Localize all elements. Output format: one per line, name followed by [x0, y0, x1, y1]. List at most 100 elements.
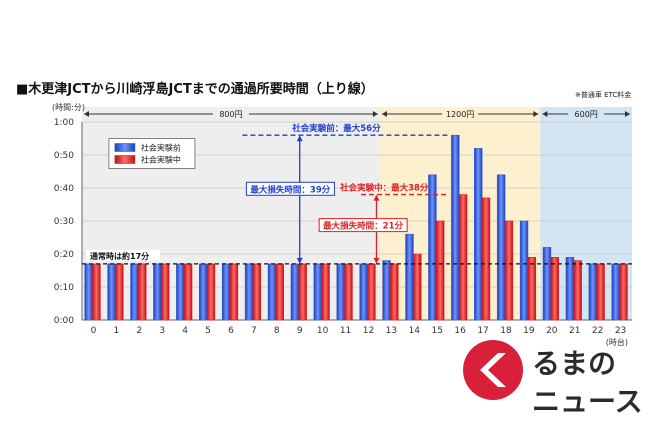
x-tick-label: 22: [592, 326, 603, 336]
bar-before-10: [313, 263, 323, 321]
x-tick-label: 2: [136, 326, 142, 336]
bar-before-7: [244, 263, 254, 321]
price-band-label: 800円: [219, 110, 242, 119]
bar-during-18: [504, 220, 514, 321]
kuruma-news-logo-icon: [463, 340, 523, 400]
x-tick-label: 12: [363, 326, 374, 336]
bar-during-8: [275, 263, 284, 321]
bar-before-17: [474, 148, 483, 321]
loss-before-arrow-head: [296, 257, 303, 264]
bar-before-22: [588, 263, 598, 321]
x-tick-label: 0: [91, 326, 97, 336]
x-tick-label: 20: [546, 326, 558, 336]
bar-during-3: [160, 263, 170, 321]
bar-before-5: [199, 263, 208, 321]
bar-before-11: [336, 263, 345, 321]
y-tick-label: 0:20: [54, 250, 74, 260]
x-tick-label: 9: [297, 326, 303, 336]
x-tick-label: 15: [431, 326, 442, 336]
x-tick-label: 5: [205, 326, 211, 336]
legend-label: 社会実験前: [141, 143, 181, 153]
loss-before-box: [245, 181, 335, 196]
bar-before-16: [451, 134, 460, 321]
x-tick-label: 1: [114, 326, 120, 336]
bar-during-6: [229, 263, 239, 321]
chart-title: ■木更津JCTから川崎浮島JCTまでの通過所要時間（上り線）: [16, 82, 374, 97]
bar-during-0: [92, 263, 101, 321]
loss-during-arrow-head: [373, 257, 380, 264]
x-tick-label: 13: [386, 326, 397, 336]
bar-before-8: [267, 263, 277, 321]
x-tick-label: 6: [228, 326, 234, 336]
loss-during-label: 最大損失時間：21分: [323, 221, 403, 232]
bar-during-10: [321, 263, 330, 321]
bar-during-19: [527, 256, 537, 321]
bar-during-17: [481, 197, 491, 321]
x-tick-label: 16: [454, 326, 466, 336]
x-tick-label: 7: [251, 326, 257, 336]
legend-label: 社会実験中: [141, 155, 181, 165]
y-axis-label: (時間:分): [52, 103, 85, 112]
price-band-label: 600円: [575, 110, 598, 119]
x-axis-label: (時台): [606, 337, 628, 347]
x-tick-label: 4: [182, 326, 188, 336]
bar-during-14: [413, 253, 422, 321]
legend-swatch: [114, 155, 136, 164]
arrow-head: [533, 111, 539, 117]
bar-during-13: [390, 263, 399, 321]
bar-during-15: [435, 220, 445, 321]
bar-during-12: [367, 263, 376, 321]
bar-during-1: [115, 263, 124, 321]
x-tick-label: 21: [569, 326, 580, 336]
max-before-label: 社会実験前：最大56分: [291, 123, 381, 134]
legend-swatch: [114, 143, 136, 152]
bar-before-4: [176, 263, 185, 321]
bar-during-4: [183, 263, 193, 321]
x-tick-label: 8: [274, 326, 280, 336]
bar-before-23: [611, 263, 620, 321]
x-tick-label: 19: [523, 326, 535, 336]
bar-before-6: [221, 263, 231, 321]
bar-during-21: [573, 260, 582, 321]
arrow-head: [542, 111, 548, 117]
price-band-label: 1200円: [446, 110, 474, 119]
x-tick-label: 3: [159, 326, 165, 336]
loss-before-arrow-head: [296, 135, 303, 142]
bar-before-20: [542, 247, 552, 321]
bar-before-15: [428, 174, 437, 321]
arrow-head: [381, 111, 387, 117]
x-tick-label: 14: [409, 326, 421, 336]
x-tick-label: 10: [317, 326, 329, 336]
y-tick-label: 0:30: [54, 217, 74, 227]
bar-during-23: [619, 263, 628, 321]
bar-during-7: [252, 263, 262, 321]
bar-before-0: [84, 263, 93, 321]
x-tick-label: 18: [500, 326, 512, 336]
y-tick-label: 0:50: [54, 151, 74, 161]
loss-during-arrow-head: [373, 194, 380, 201]
bar-before-18: [496, 174, 506, 321]
logo-text-top: るまの: [532, 347, 617, 380]
bar-during-5: [206, 263, 216, 321]
y-tick-label: 0:40: [54, 184, 74, 194]
loss-during-box: [318, 218, 408, 233]
x-tick-label: 17: [477, 326, 488, 336]
bar-before-19: [519, 220, 529, 321]
y-tick-label: 0:10: [54, 283, 74, 293]
bar-during-22: [596, 263, 605, 321]
bar-during-20: [550, 256, 559, 321]
price-label-bg: [568, 108, 605, 120]
bar-before-3: [153, 263, 162, 321]
bar-before-12: [359, 263, 368, 321]
bar-before-9: [290, 263, 300, 321]
logo-text-bottom: ニュース: [532, 385, 643, 418]
y-tick-label: 0:00: [54, 316, 74, 326]
arrow-head: [625, 111, 630, 117]
bar-before-21: [565, 256, 575, 321]
bar-during-16: [458, 194, 468, 321]
arrow-head: [372, 111, 378, 117]
loss-before-label: 最大損失時間：39分: [250, 184, 330, 195]
baseline-label-bg: [86, 249, 160, 261]
bar-before-2: [130, 263, 139, 321]
